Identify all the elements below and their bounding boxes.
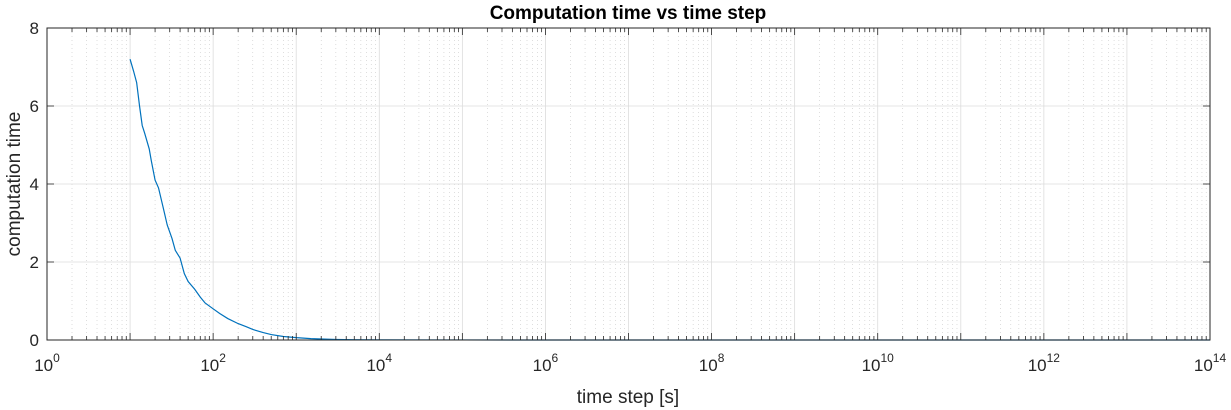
- y-tick-label: 0: [30, 331, 39, 350]
- y-tick-label: 6: [30, 97, 39, 116]
- x-tick-label: 1010: [862, 351, 895, 375]
- chart-title: Computation time vs time step: [490, 3, 767, 24]
- y-tick-labels: 0 2 4 6 8: [30, 19, 39, 350]
- axis-ticks: [46, 27, 1211, 341]
- x-tick-label: 108: [699, 351, 725, 375]
- x-tick-label: 100: [34, 351, 60, 375]
- x-tick-label: 1014: [1194, 351, 1227, 375]
- y-tick-label: 2: [30, 253, 39, 272]
- y-tick-label: 4: [30, 175, 39, 194]
- x-tick-label: 1012: [1028, 351, 1061, 375]
- y-axis-label: computation time: [4, 112, 25, 257]
- x-tick-label: 102: [200, 351, 226, 375]
- x-axis-label: time step [s]: [577, 387, 679, 408]
- x-tick-labels: 100 102 104 106 108 1010 1012 1014: [34, 351, 1226, 375]
- y-tick-label: 8: [30, 19, 39, 38]
- x-tick-label: 106: [533, 351, 559, 375]
- x-tick-label: 104: [366, 351, 392, 375]
